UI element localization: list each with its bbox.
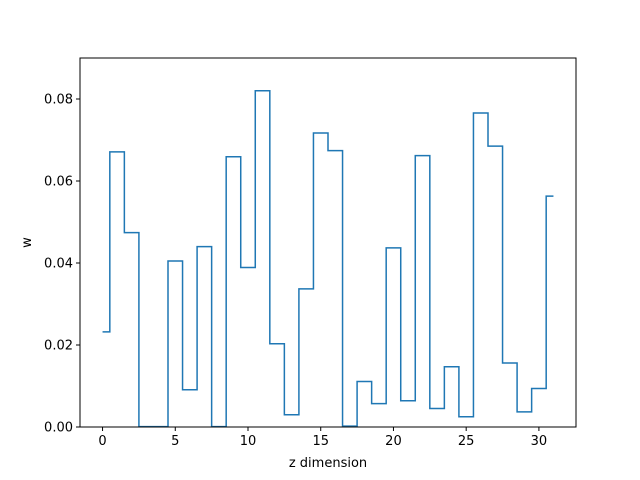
x-tick-label: 5 <box>171 434 179 449</box>
x-tick-label: 25 <box>458 434 475 449</box>
y-axis-label: w <box>20 237 35 248</box>
y-tick-label: 0.00 <box>44 421 73 436</box>
series-line <box>102 90 554 428</box>
y-axis: 0.00 0.02 0.04 0.06 0.08 <box>44 93 80 436</box>
y-tick-label: 0.06 <box>44 175 73 190</box>
plot-area <box>102 90 554 428</box>
axes-frame <box>79 57 577 428</box>
x-tick-label: 20 <box>385 434 402 449</box>
y-tick-label: 0.04 <box>44 257 73 272</box>
x-axis: 0 5 10 15 20 25 30 <box>98 427 547 449</box>
x-tick-label: 0 <box>98 434 106 449</box>
x-tick-label: 15 <box>312 434 329 449</box>
x-tick-label: 30 <box>531 434 548 449</box>
y-tick-label: 0.08 <box>44 93 73 108</box>
x-tick-label: 10 <box>240 434 257 449</box>
y-tick-label: 0.02 <box>44 339 73 354</box>
x-axis-label: z dimension <box>289 456 367 471</box>
